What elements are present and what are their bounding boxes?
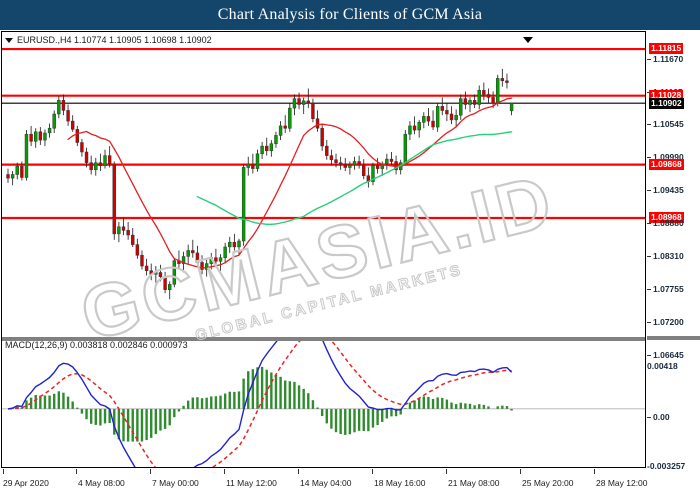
time-axis-tick	[298, 469, 299, 474]
time-axis-tick	[446, 469, 447, 474]
time-axis-tick	[520, 469, 521, 474]
macd-axis-tick-label: -0.003257	[647, 461, 686, 471]
price-axis-tick-label: 1.09435	[653, 185, 684, 195]
macd-axis-tick: -0.003257	[647, 461, 685, 471]
current-price-badge[interactable]: 1.10902	[649, 98, 684, 109]
price-level-badge[interactable]: 1.11028	[649, 90, 684, 101]
price-level-badge[interactable]: 1.11815	[649, 43, 684, 54]
pane-separator	[2, 337, 645, 341]
price-axis-tick: 1.07755	[647, 284, 684, 294]
price-axis-tick: 1.07200	[647, 317, 684, 327]
app-header: Chart Analysis for Clients of GCM Asia	[0, 0, 700, 30]
candlestick-plot	[2, 48, 645, 300]
axis-separator	[647, 336, 700, 340]
price-axis-tick-label: 1.07200	[653, 317, 684, 327]
price-axis-tick-label: 1.07755	[653, 284, 684, 294]
price-axis-tick: 1.09990	[647, 152, 684, 162]
time-axis-label: 18 May 16:00	[374, 478, 426, 488]
price-axis-tick-label: 1.09990	[653, 152, 684, 162]
price-axis-tick: 1.11670	[647, 54, 683, 64]
price-axis-tick: 1.10545	[647, 119, 684, 129]
price-axis-tick: 1.08880	[647, 218, 684, 228]
time-axis-tick	[594, 469, 595, 474]
price-axis-tick-label: 1.11670	[653, 54, 684, 64]
time-axis-label: 28 May 12:00	[596, 478, 648, 488]
macd-axis-tick: 0.00418	[647, 361, 678, 371]
macd-axis-tick-label: 0.00	[653, 412, 670, 422]
time-axis-label: 21 May 08:00	[448, 478, 500, 488]
time-axis-label: 11 May 12:00	[226, 478, 277, 488]
price-axis-tick: 1.09435	[647, 185, 684, 195]
price-axis-tick: 1.08310	[647, 251, 684, 261]
time-axis[interactable]: 29 Apr 2020 4 May 08:00 7 May 00:00 11 May …	[0, 469, 700, 500]
macd-axis-tick-label: 0.00418	[647, 361, 678, 371]
macd-axis-tick: 0.00	[647, 412, 670, 422]
symbol-info-bar[interactable]: EURUSD.,H4 1.10774 1.10905 1.10698 1.109…	[2, 32, 645, 48]
time-axis-tick	[3, 469, 4, 474]
time-axis-label: 25 May 20:00	[522, 478, 574, 488]
price-level-badge[interactable]: 1.09868	[649, 159, 684, 170]
chevron-down-icon[interactable]	[5, 37, 13, 43]
macd-plot	[2, 341, 645, 467]
time-axis-label: 7 May 00:00	[152, 478, 199, 488]
price-axis-tick-label: 1.10545	[653, 119, 684, 129]
price-axis-tick-label: 1.08880	[653, 218, 684, 228]
symbol-info-text: EURUSD.,H4 1.10774 1.10905 1.10698 1.109…	[17, 35, 212, 45]
time-axis-label: 4 May 08:00	[78, 478, 125, 488]
time-axis-tick	[372, 469, 373, 474]
chart-top-marker-icon	[523, 37, 533, 43]
time-axis-label: 14 May 04:00	[300, 478, 352, 488]
price-axis[interactable]: 1.118151.116701.111051.110281.109021.105…	[647, 31, 700, 471]
time-axis-label: 29 Apr 2020	[3, 478, 49, 488]
price-axis-tick-label: 1.08310	[653, 251, 684, 261]
time-axis-tick	[76, 469, 77, 474]
price-axis-tick-label: 1.06645	[653, 350, 684, 360]
macd-info-bar: MACD(12,26,9) 0.003818 0.002846 0.000973	[5, 340, 188, 350]
price-pane[interactable]	[2, 48, 645, 337]
time-axis-tick	[150, 469, 151, 474]
page-title: Chart Analysis for Clients of GCM Asia	[217, 6, 483, 23]
macd-pane[interactable]	[2, 341, 645, 467]
price-axis-tick: 1.06645	[647, 350, 684, 360]
chart-frame: EURUSD.,H4 1.10774 1.10905 1.10698 1.109…	[1, 31, 646, 468]
price-level-badge[interactable]: 1.08968	[649, 212, 684, 223]
time-axis-tick	[224, 469, 225, 474]
